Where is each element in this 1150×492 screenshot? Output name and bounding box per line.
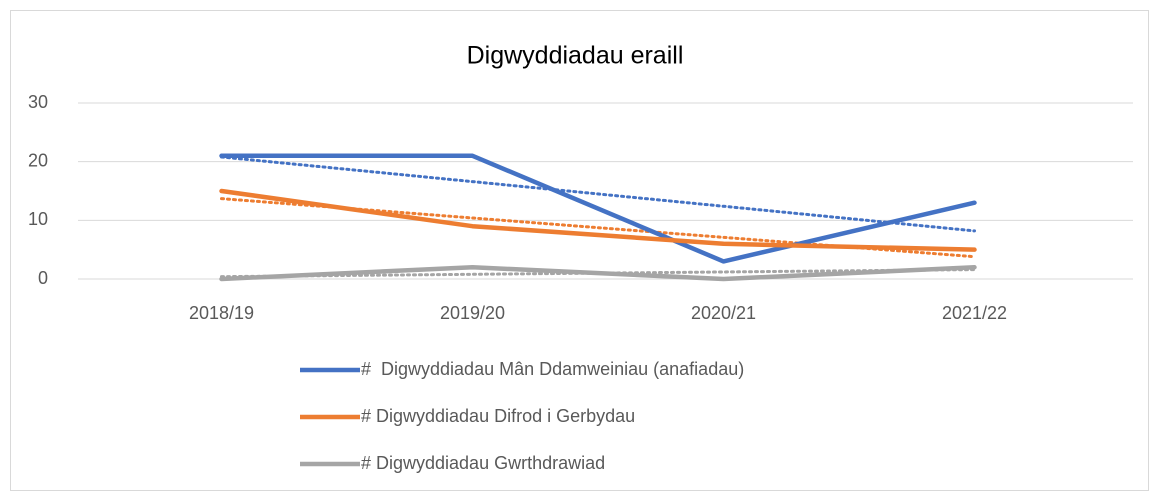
y-tick-label: 0 [38, 268, 48, 288]
x-tick-label: 2018/19 [189, 303, 254, 323]
trendline [220, 155, 976, 233]
y-tick-label: 10 [28, 209, 48, 229]
y-tick-label: 30 [28, 92, 48, 112]
x-tick-label: 2019/20 [440, 303, 505, 323]
series-line [219, 265, 977, 282]
x-tick-label: 2020/21 [691, 303, 756, 323]
y-tick-label: 20 [28, 150, 48, 170]
chart-title: Digwyddiadau eraill [467, 42, 684, 70]
series-line [219, 188, 977, 252]
x-tick-label: 2021/22 [942, 303, 1007, 323]
series-line [219, 153, 977, 264]
legend-label: # Digwyddiadau Difrod i Gerbydau [361, 406, 635, 426]
legend-label: # Digwyddiadau Gwrthdrawiad [361, 453, 605, 473]
legend-label: # Digwyddiadau Mân Ddamweiniau (anafiada… [361, 359, 744, 379]
